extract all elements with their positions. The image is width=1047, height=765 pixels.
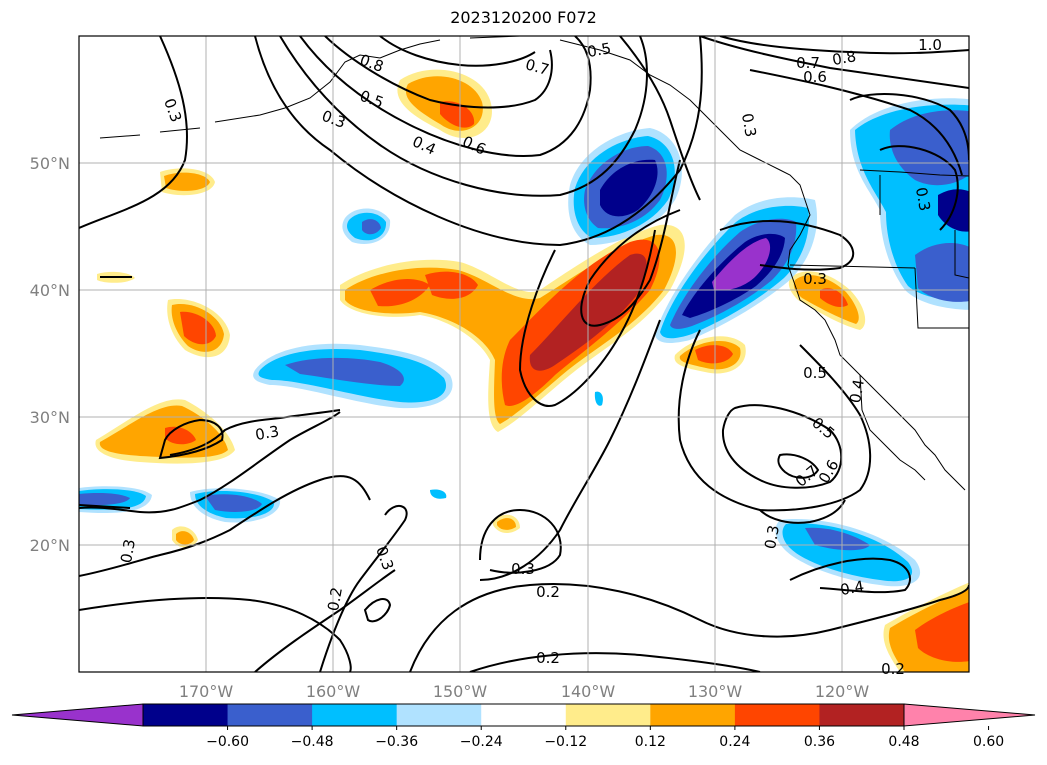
colorbar-segment: [227, 704, 313, 726]
contour-label: 0.8: [831, 47, 858, 69]
lon-tick-label: 150°W: [433, 682, 488, 701]
contour-label: 0.2: [324, 586, 346, 613]
colorbar-tick-label: −0.12: [544, 734, 587, 750]
shaded-anomaly-layer: [79, 36, 969, 672]
colorbar-segment: [143, 704, 229, 726]
colorbar-tick-label: 0.24: [719, 734, 750, 750]
colorbar-tick-label: 0.60: [973, 734, 1004, 750]
contour-label: 0.5: [803, 364, 827, 382]
contour-label: 0.2: [536, 583, 560, 601]
contour-lines: [79, 36, 969, 672]
colorbar-extend-min: [11, 703, 144, 727]
colorbar-segment: [481, 704, 567, 726]
lat-tick-label: 40°N: [30, 281, 70, 300]
lon-tick-label: 120°W: [815, 682, 870, 701]
colorbar-tick-label: 0.48: [888, 734, 919, 750]
colorbar-tick-label: 0.36: [804, 734, 835, 750]
contour-label: 0.3: [912, 186, 934, 213]
contour-label: 0.3: [117, 538, 139, 565]
colorbar-frame: [142, 703, 905, 727]
map-area: 0.3 0.5 0.3 0.4 0.6 0.7 0.5 0.8 0.7 0.6 …: [78, 35, 970, 678]
colorbar-tick-label: −0.36: [375, 734, 418, 750]
contour-label: 0.3: [254, 422, 281, 444]
colorbar-segment: [565, 704, 651, 726]
contour-label: 0.3: [803, 270, 827, 288]
colorbar-segment: [734, 704, 820, 726]
map-frame: [78, 35, 970, 673]
contour-label: 0.6: [803, 68, 827, 86]
contour-label: 1.0: [918, 36, 942, 54]
lon-tick-label: 170°W: [179, 682, 234, 701]
lon-tick-label: 140°W: [561, 682, 616, 701]
map-title: 2023120200 F072: [450, 8, 597, 27]
contour-label: 0.2: [881, 660, 905, 678]
colorbar-tick-label: −0.48: [291, 734, 334, 750]
colorbar-tick-label: −0.24: [460, 734, 503, 750]
contour-label: 0.2: [536, 649, 560, 667]
longitude-tick-labels: 170°W 160°W 150°W 140°W 130°W 120°W: [179, 682, 870, 701]
contour-label: 0.7: [796, 54, 820, 72]
contour-label: 0.5: [586, 39, 613, 61]
latitude-tick-labels: 20°N 30°N 40°N 50°N: [30, 154, 70, 555]
colorbar: −0.60 −0.48 −0.36 −0.24 −0.12 0.12 0.24 0.36 0.4…: [11, 703, 1036, 750]
colorbar-extend-max: [903, 703, 1036, 727]
colorbar-segment: [650, 704, 736, 726]
negative-anomaly-shading: [79, 98, 969, 587]
contour-label: 0.3: [761, 524, 783, 551]
contour-label: 0.4: [839, 577, 866, 599]
colorbar-tick-label: −0.60: [206, 734, 249, 750]
colorbar-segment: [819, 704, 905, 726]
contour-label: 0.3: [738, 112, 760, 139]
contour-label: 0.7: [523, 55, 551, 79]
gridlines: [79, 36, 969, 672]
colorbar-segment: [312, 704, 398, 726]
colorbar-tick-label: 0.12: [635, 734, 666, 750]
colorbar-segment: [396, 704, 482, 726]
coastlines: [99, 36, 969, 491]
lat-tick-label: 20°N: [30, 536, 70, 555]
lon-tick-label: 130°W: [688, 682, 743, 701]
lon-tick-label: 160°W: [306, 682, 361, 701]
lat-tick-label: 50°N: [30, 154, 70, 173]
contour-label: 0.4: [846, 378, 868, 405]
contour-label: 0.3: [511, 560, 535, 578]
lat-tick-label: 30°N: [30, 408, 70, 427]
